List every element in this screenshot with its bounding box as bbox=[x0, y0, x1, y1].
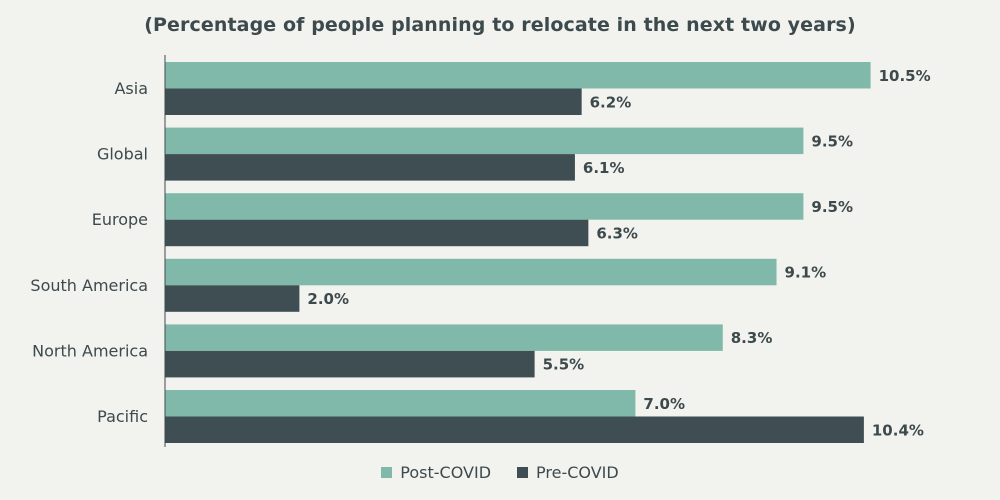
data-label-south-america-post-covid: 9.1% bbox=[785, 264, 827, 282]
bar-asia-pre-covid bbox=[165, 88, 582, 115]
data-label-europe-pre-covid: 6.3% bbox=[596, 224, 638, 242]
category-label-asia: Asia bbox=[114, 79, 148, 98]
data-label-pacific-pre-covid: 10.4% bbox=[872, 421, 924, 439]
chart-title: (Percentage of people planning to reloca… bbox=[144, 14, 856, 36]
legend-swatch-pre-covid bbox=[517, 467, 529, 478]
data-label-south-america-pre-covid: 2.0% bbox=[307, 290, 349, 308]
legend-label-pre-covid: Pre-COVID bbox=[536, 463, 619, 482]
data-label-europe-post-covid: 9.5% bbox=[811, 198, 853, 216]
bar-global-pre-covid bbox=[165, 154, 575, 181]
legend-label-post-covid: Post-COVID bbox=[400, 463, 492, 482]
category-label-north-america: North America bbox=[32, 341, 148, 360]
bar-north-america-pre-covid bbox=[165, 350, 535, 378]
data-label-asia-post-covid: 10.5% bbox=[879, 67, 931, 85]
category-label-pacific: Pacific bbox=[97, 407, 148, 426]
bar-europe-post-covid bbox=[165, 193, 804, 220]
data-label-asia-pre-covid: 6.2% bbox=[590, 93, 632, 111]
legend-swatch-post-covid bbox=[381, 467, 393, 478]
legend-item-post-covid: Post-COVID bbox=[381, 463, 491, 482]
bar-asia-post-covid bbox=[165, 62, 871, 89]
bar-north-america-post-covid bbox=[165, 324, 723, 351]
bar-pacific-post-covid bbox=[165, 390, 636, 417]
bar-global-post-covid bbox=[165, 127, 804, 155]
bar-europe-pre-covid bbox=[165, 219, 589, 247]
chart-legend: Post-COVID Pre-COVID bbox=[0, 463, 1000, 482]
bar-south-america-post-covid bbox=[165, 258, 777, 286]
bar-pacific-pre-covid bbox=[165, 416, 864, 443]
data-label-global-post-covid: 9.5% bbox=[811, 132, 853, 150]
category-label-south-america: South America bbox=[30, 276, 148, 295]
bar-south-america-pre-covid bbox=[165, 285, 300, 312]
data-label-global-pre-covid: 6.1% bbox=[583, 159, 625, 177]
data-label-pacific-post-covid: 7.0% bbox=[643, 395, 685, 413]
data-label-north-america-pre-covid: 5.5% bbox=[543, 356, 585, 374]
category-label-europe: Europe bbox=[92, 210, 148, 229]
category-label-global: Global bbox=[97, 145, 148, 164]
data-label-north-america-post-covid: 8.3% bbox=[731, 329, 773, 347]
legend-item-pre-covid: Pre-COVID bbox=[517, 463, 619, 482]
